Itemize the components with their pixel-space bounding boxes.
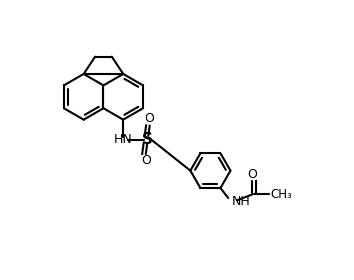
Text: O: O [247, 169, 257, 181]
Text: S: S [142, 132, 153, 147]
Text: HN: HN [114, 133, 133, 146]
Text: NH: NH [232, 195, 251, 208]
Text: CH₃: CH₃ [270, 188, 292, 201]
Text: O: O [144, 112, 154, 125]
Text: O: O [142, 154, 151, 167]
